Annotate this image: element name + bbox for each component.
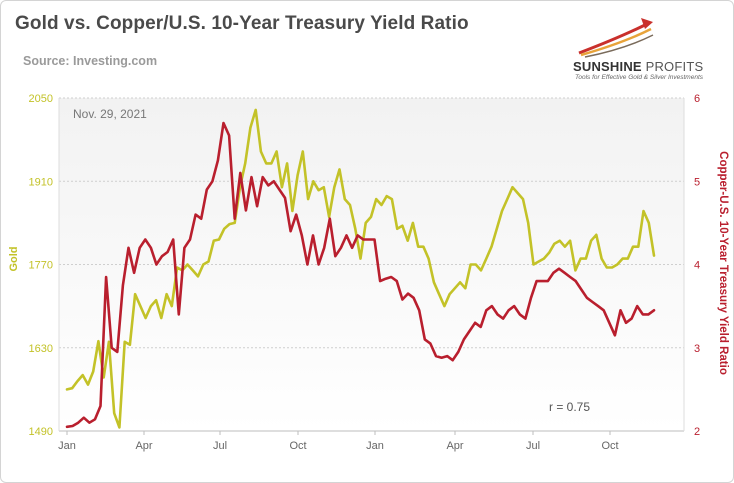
y-right-tick-label: 5 bbox=[694, 176, 700, 188]
chart-source: Source: Investing.com bbox=[23, 54, 158, 68]
x-tick-label: Jul bbox=[213, 440, 227, 452]
correlation-annotation: r = 0.75 bbox=[549, 400, 590, 414]
y-left-tick-label: 2050 bbox=[29, 93, 53, 105]
y-axis-left-title: Gold bbox=[8, 246, 20, 271]
y-left-tick-label: 1910 bbox=[29, 176, 53, 188]
y-axis-left: 1490 1630 1770 1910 2050 bbox=[29, 93, 53, 438]
y-right-tick-label: 3 bbox=[694, 343, 700, 355]
grid-lines bbox=[58, 97, 685, 432]
x-tick-label: Apr bbox=[446, 440, 463, 452]
y-axis-right-title: Copper-U.S. 10-Year Treasury Yield Ratio bbox=[717, 151, 729, 375]
series-lines bbox=[65, 108, 656, 429]
logo-name-primary: SUNSHINE bbox=[573, 59, 642, 74]
logo-tagline: Tools for Effective Gold & Silver Invest… bbox=[575, 74, 704, 81]
date-label: Nov. 29, 2021 bbox=[73, 107, 147, 121]
chart-title: Gold vs. Copper/U.S. 10-Year Treasury Yi… bbox=[15, 13, 469, 34]
x-tick-label: Jan bbox=[58, 440, 76, 452]
x-tick-label: Oct bbox=[601, 440, 618, 452]
copper-yield-ratio-series-line bbox=[65, 121, 656, 429]
gold-series-line bbox=[65, 108, 656, 429]
x-tick-label: Jul bbox=[526, 440, 540, 452]
y-right-tick-label: 4 bbox=[694, 260, 700, 272]
logo-name: SUNSHINE PROFITS bbox=[573, 59, 703, 74]
logo-swoosh-icon bbox=[578, 18, 654, 58]
x-tick-label: Oct bbox=[289, 440, 306, 452]
y-left-tick-label: 1770 bbox=[29, 260, 53, 272]
logo-name-secondary: PROFITS bbox=[645, 59, 704, 74]
y-right-tick-label: 6 bbox=[694, 93, 700, 105]
y-right-tick-label: 2 bbox=[694, 426, 700, 438]
x-tick-label: Jan bbox=[366, 440, 384, 452]
y-left-tick-label: 1490 bbox=[29, 426, 53, 438]
sunshine-profits-logo: SUNSHINE PROFITS Tools for Effective Gol… bbox=[561, 15, 721, 85]
y-axis-right: 2 3 4 5 6 bbox=[694, 93, 700, 438]
y-left-tick-label: 1630 bbox=[29, 343, 53, 355]
x-tick-label: Apr bbox=[135, 440, 152, 452]
x-axis: Jan Apr Jul Oct Jan Apr Jul Oct bbox=[58, 431, 619, 452]
